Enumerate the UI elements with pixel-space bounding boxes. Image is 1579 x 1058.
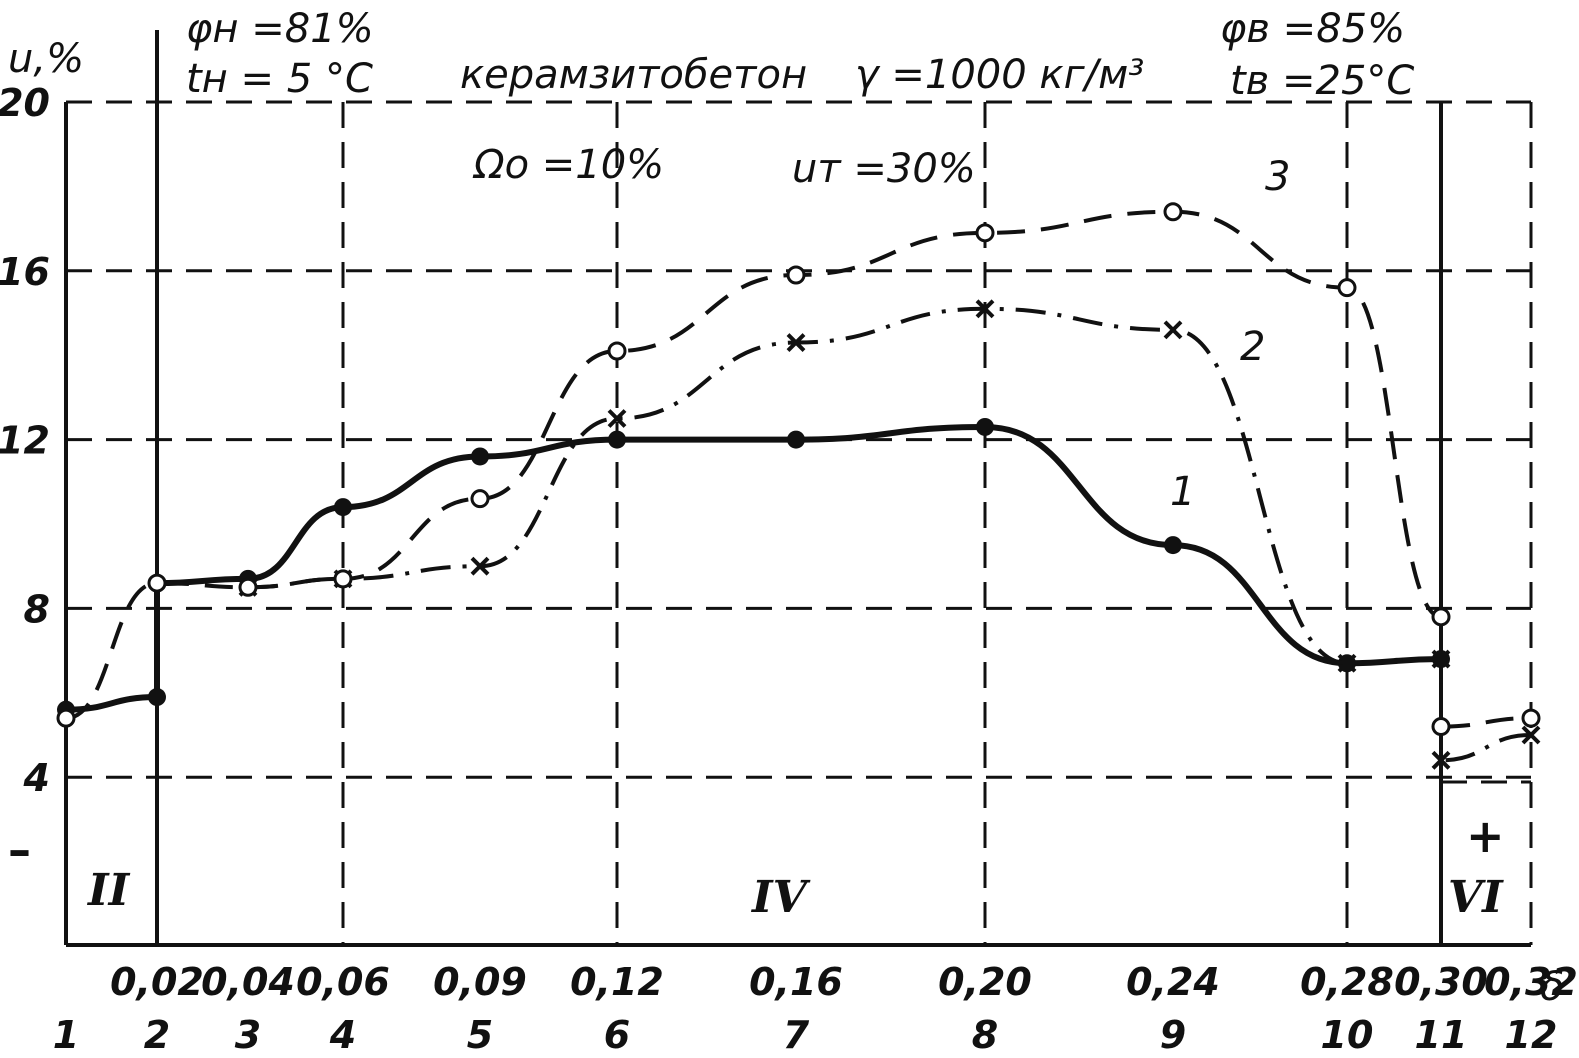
zone-label-vi: VI: [1448, 872, 1504, 923]
y-tick-label: 12: [0, 419, 50, 463]
series-3-point: [56, 708, 76, 728]
point-number-label: 4: [329, 1013, 356, 1057]
y-tick-label: 20: [0, 81, 50, 125]
x-tick-label: 0,04: [201, 960, 295, 1004]
chart-title: керамзитобетон: [460, 52, 807, 98]
chart-marks: 2016128410,0220,0430,0640,0950,1260,1670…: [0, 30, 1578, 1057]
x-tick-label: 0,32: [1484, 960, 1578, 1004]
series-line-2: [247, 306, 1532, 763]
x-tick-label: 0,28: [1300, 960, 1394, 1004]
series-2-point: [1337, 653, 1357, 673]
series-3-point: [333, 569, 353, 589]
y-tick-label: 8: [24, 587, 50, 631]
point-number-label: 11: [1415, 1013, 1468, 1057]
series-label-3: 3: [1265, 154, 1290, 200]
series-1-point: [334, 498, 352, 517]
point-number-label: 10: [1321, 1013, 1374, 1057]
x-tick-label: 0,12: [570, 960, 664, 1004]
density-label: γ =1000 кг/м³: [855, 52, 1144, 98]
series-3-point: [147, 573, 167, 593]
series-2-point: [786, 333, 806, 352]
point-number-label: 6: [604, 1013, 630, 1057]
series-2-point: [607, 409, 627, 428]
series-3-point: [1431, 717, 1451, 737]
phi-outer-label: φн =81%: [186, 6, 374, 52]
point-number-label: 7: [783, 1013, 810, 1057]
um-label: uт =30%: [792, 146, 976, 192]
series-2-point: [470, 556, 490, 576]
series-3-point: [786, 265, 806, 285]
omega-label: Ωо =10%: [472, 142, 664, 188]
x-tick-label: 0,24: [1126, 960, 1220, 1004]
point-number-label: 8: [972, 1013, 998, 1057]
x-tick-label: 0,16: [749, 960, 843, 1004]
series-2-point: [1163, 320, 1183, 340]
series-label-1: 1: [1170, 469, 1195, 515]
point-number-label: 3: [235, 1013, 261, 1057]
point-number-label: 12: [1505, 1013, 1558, 1057]
series-1-point: [976, 417, 994, 436]
series-3-point: [238, 577, 258, 597]
series-3-point: [1431, 607, 1451, 627]
zone-label-ii: II: [86, 865, 131, 916]
series-label-2: 2: [1240, 324, 1265, 370]
series-1-point: [787, 430, 805, 449]
series-1-point: [608, 430, 626, 449]
y-axis-label: u,%: [8, 36, 84, 82]
series-3-point: [607, 341, 627, 361]
series-2-point: [1431, 750, 1451, 770]
series-1-point: [148, 688, 166, 707]
series-3-point: [975, 223, 995, 243]
zone-label-iv: IV: [750, 872, 811, 923]
x-tick-label: 0,20: [938, 960, 1032, 1004]
series-3-point: [1337, 278, 1357, 298]
point-number-label: 2: [144, 1013, 170, 1057]
point-number-label: 1: [53, 1013, 79, 1057]
y-tick-label: 4: [23, 756, 50, 800]
t-inner-label: tв =25°C: [1230, 58, 1414, 104]
phi-inner-label: φв =85%: [1220, 6, 1405, 52]
series-1-point: [1164, 536, 1182, 555]
x-tick-label: 0,30: [1394, 960, 1488, 1004]
x-tick-label: 0,09: [433, 960, 527, 1004]
series-3-point: [1521, 708, 1541, 728]
point-number-label: 5: [467, 1013, 493, 1057]
series-line-1: [65, 423, 1442, 713]
series-line-3: [65, 209, 1532, 729]
x-axis-label: δ: [1540, 964, 1564, 1010]
x-tick-label: 0,06: [296, 960, 390, 1004]
series-3-point: [1163, 202, 1183, 222]
series-1-point: [471, 447, 489, 466]
plus-sign: +: [1466, 809, 1505, 863]
t-outer-label: tн = 5 °C: [186, 56, 373, 102]
minus-sign: –: [8, 823, 31, 877]
series-3-point: [470, 489, 490, 509]
point-number-label: 9: [1160, 1013, 1186, 1057]
y-tick-label: 16: [0, 250, 50, 294]
series-2-point: [975, 299, 995, 319]
x-tick-label: 0,02: [110, 960, 204, 1004]
series-2-point: [1521, 725, 1541, 745]
